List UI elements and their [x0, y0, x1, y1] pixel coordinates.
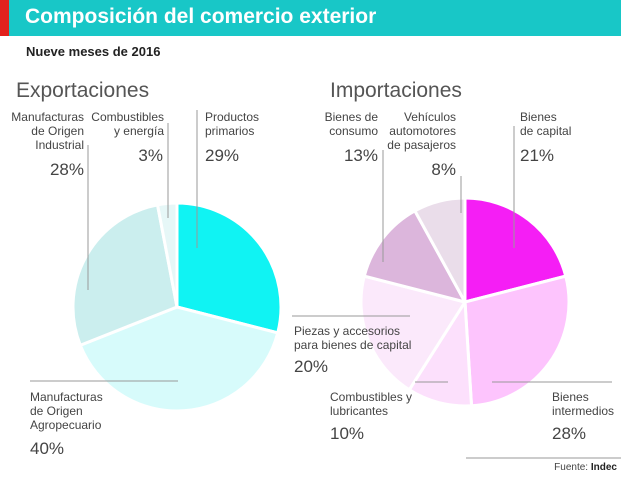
pie-slice [78, 305, 280, 413]
pie-slice [156, 201, 179, 309]
pct-bienes-capital: 21% [520, 146, 555, 165]
pct-combustibles-lubricantes: 10% [330, 424, 365, 443]
pct-manufacturas-industrial: 28% [49, 160, 84, 179]
label-manufacturas-industrial: Manufacturas de Origen Industrial [11, 110, 84, 152]
label-vehiculos: Vehículos automotores de pasajeros [387, 110, 456, 152]
chart-title: Composición del comercio exterior [25, 5, 377, 28]
pie-slice [463, 274, 571, 408]
label-bienes-intermedios: Bienes intermedios [552, 390, 615, 418]
pct-bienes-consumo: 13% [343, 146, 378, 165]
pct-combustibles-energia: 3% [138, 146, 163, 165]
label-manufacturas-agropecuario: Manufacturas de Origen Agropecuario [30, 390, 103, 432]
leader-lines [30, 110, 621, 459]
pie-slice [71, 203, 179, 347]
pct-piezas-accesorios: 20% [294, 357, 329, 376]
label-combustibles-lubricantes: Combustibles y lubricantes [330, 390, 413, 418]
label-combustibles-energia: Combustibles y energía [91, 110, 164, 138]
pie-slice [359, 274, 467, 392]
source-note: Fuente: Indec [554, 462, 617, 473]
imports-pie [359, 196, 571, 408]
chart-subtitle: Nueve meses de 2016 [26, 44, 161, 59]
label-bienes-capital: Bienes de capital [520, 110, 572, 138]
pct-manufacturas-agropecuario: 40% [30, 439, 65, 458]
exports-pie [71, 201, 283, 413]
pie-slice [413, 196, 467, 304]
imports-title: Importaciones [330, 79, 462, 102]
exports-title: Exportaciones [16, 79, 150, 102]
label-productos-primarios: Productos primarios [205, 110, 260, 138]
header-bar: Composición del comercio exterior [0, 0, 621, 36]
pie-slice [463, 196, 568, 304]
pct-bienes-intermedios: 28% [552, 424, 587, 443]
pct-vehiculos: 8% [431, 160, 456, 179]
label-piezas-accesorios: Piezas y accesorios para bienes de capit… [294, 324, 412, 352]
pct-productos-primarios: 29% [205, 146, 240, 165]
label-bienes-consumo: Bienes de consumo [324, 110, 378, 138]
header-accent [0, 0, 9, 36]
